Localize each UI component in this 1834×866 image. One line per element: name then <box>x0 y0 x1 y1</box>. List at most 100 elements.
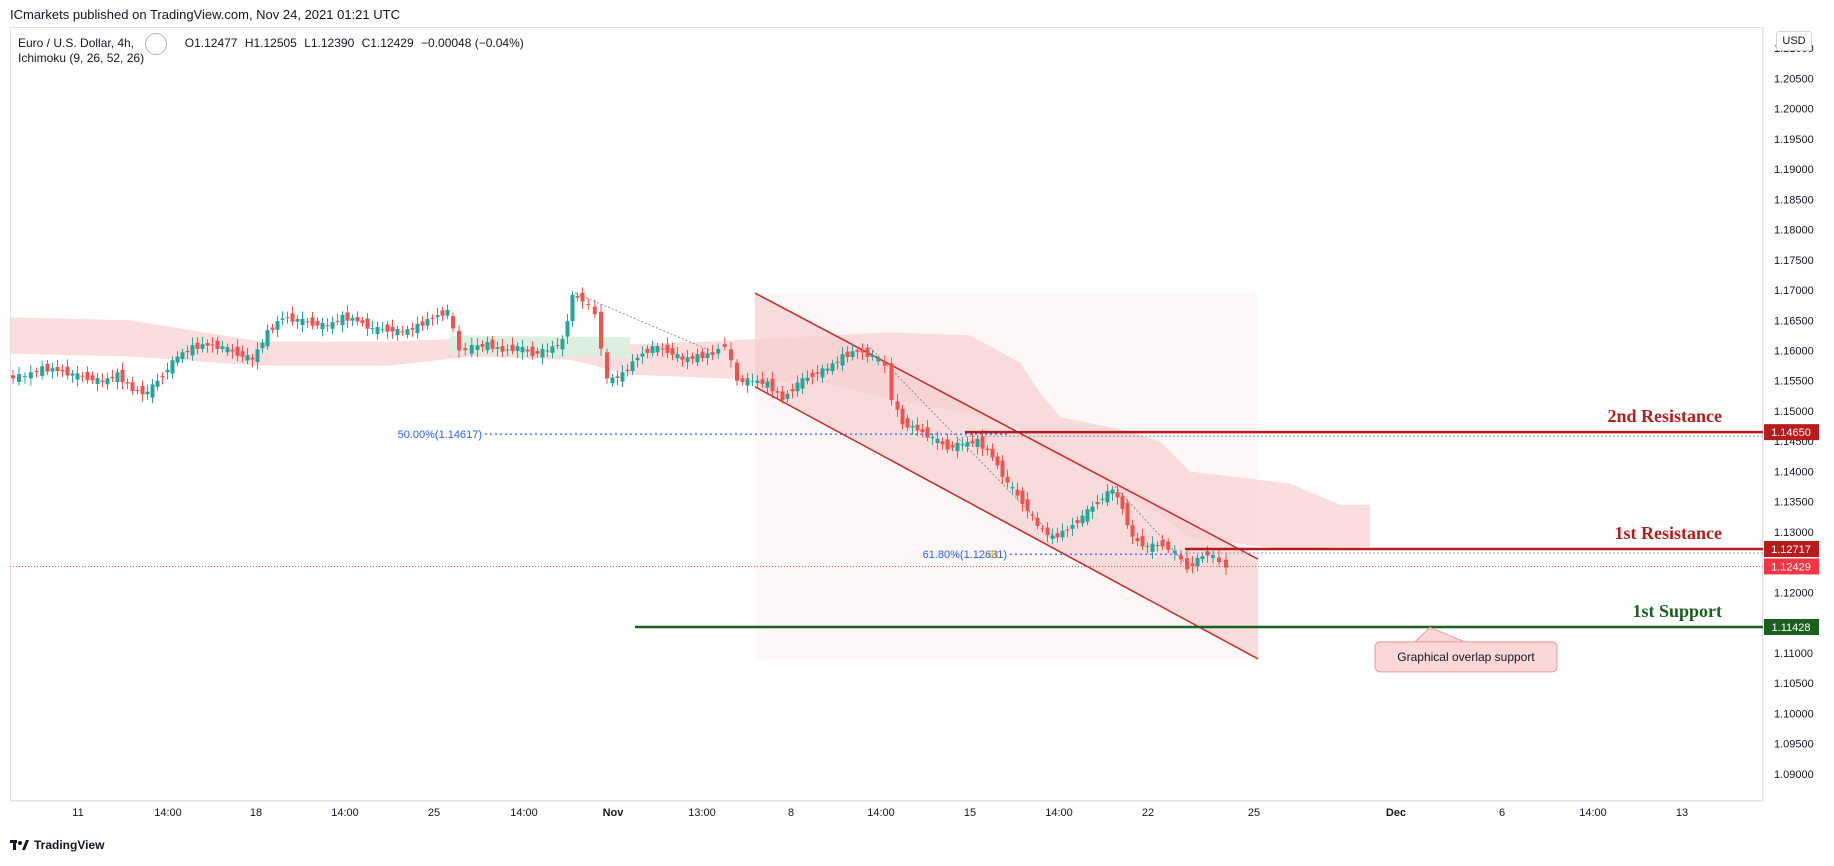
level-name-label: 2nd Resistance <box>1607 406 1722 426</box>
candle-body <box>960 444 965 446</box>
candle-body <box>440 310 445 316</box>
candle-body <box>190 345 195 356</box>
candle-body <box>295 319 300 322</box>
candle-body <box>580 292 585 302</box>
candle-body <box>905 418 910 428</box>
fib-trend-line <box>574 292 711 351</box>
high-value: H1.12505 <box>244 36 297 51</box>
candle-body <box>325 325 330 327</box>
candle-body <box>135 389 140 391</box>
candle-body <box>1045 527 1050 536</box>
ichimoku-cloud <box>10 317 1370 551</box>
candle-body <box>910 425 915 428</box>
candle-body <box>670 348 675 355</box>
channel-lower-line[interactable] <box>754 386 1259 660</box>
candle-body <box>290 313 295 322</box>
channel-shade <box>755 293 1258 659</box>
price-tick-label: 1.13000 <box>1774 527 1814 539</box>
candle-body <box>1130 525 1135 537</box>
candle-body <box>1105 491 1110 503</box>
candle-body <box>260 342 265 349</box>
candle-body <box>165 369 170 373</box>
price-tick-label: 1.09500 <box>1774 739 1814 751</box>
candle-body <box>1195 557 1200 567</box>
candle-body <box>485 342 490 351</box>
candle-body <box>60 369 65 372</box>
candle-body <box>340 314 345 326</box>
candle-body <box>675 354 680 359</box>
candle-body <box>310 317 315 326</box>
candle-body <box>210 344 215 346</box>
time-tick-label: 14:00 <box>331 807 359 819</box>
candle-body <box>1125 502 1130 526</box>
currency-button[interactable]: USD <box>1776 31 1812 51</box>
candle-body <box>100 380 105 382</box>
candle-body <box>1150 543 1155 552</box>
candle-body <box>230 349 235 352</box>
candle-body <box>640 353 645 357</box>
candle-body <box>315 320 320 326</box>
symbol-title[interactable]: Euro / U.S. Dollar, 4h, <box>18 36 135 51</box>
candle-body <box>375 326 380 335</box>
candle-body <box>740 378 745 382</box>
candle-body <box>300 318 305 326</box>
candle-body <box>1010 487 1015 489</box>
candle-body <box>430 317 435 319</box>
time-tick-label: 11 <box>72 807 83 819</box>
price-tag <box>1764 618 1819 635</box>
price-tick-label: 1.19500 <box>1774 134 1814 146</box>
candle-body <box>610 377 615 384</box>
price-tick-label: 1.10500 <box>1774 678 1814 690</box>
level-name-label: 1st Resistance <box>1615 523 1722 543</box>
candle-body <box>1020 490 1025 505</box>
candle-body <box>1095 501 1100 505</box>
candle-body <box>400 331 405 333</box>
candle-body <box>920 429 925 433</box>
candle-body <box>1160 540 1165 547</box>
candle-body <box>870 355 875 357</box>
candle-body <box>475 345 480 350</box>
candle-body <box>469 345 474 354</box>
candle-body <box>280 318 285 320</box>
candle-body <box>860 350 865 353</box>
candle-body <box>805 377 810 381</box>
candle-body <box>940 441 945 445</box>
candle-body <box>105 378 110 385</box>
candle-body <box>625 369 630 372</box>
compare-circle-icon[interactable] <box>145 33 168 55</box>
candle-body <box>370 328 375 330</box>
candle-body <box>716 348 721 354</box>
candle-body <box>840 354 845 366</box>
time-tick-label: 25 <box>1248 807 1260 819</box>
annotation-box[interactable] <box>1374 641 1558 673</box>
candle-body <box>855 350 860 352</box>
candle-body <box>660 348 665 350</box>
footer-brand-text: TradingView <box>34 838 105 852</box>
fib-trend-line <box>1114 486 1191 569</box>
candle-body <box>1145 545 1150 547</box>
candle-body <box>735 362 739 381</box>
time-tick-label: 13 <box>1676 807 1688 819</box>
candle-body <box>1140 536 1145 547</box>
candle-body <box>385 324 390 332</box>
candle-body <box>630 361 635 372</box>
candle-body <box>28 372 33 379</box>
tradingview-logo-icon <box>10 840 29 850</box>
candle-body <box>125 382 130 384</box>
candle-body <box>1060 530 1065 538</box>
last-price-tag <box>1764 558 1819 575</box>
channel-upper-line[interactable] <box>754 292 1259 560</box>
ichimoku-indicator-label[interactable]: Ichimoku (9, 26, 52, 26) <box>18 51 145 65</box>
footer-brand[interactable]: TradingView <box>10 838 104 852</box>
candle-body <box>785 393 790 399</box>
candle-body <box>1166 541 1171 550</box>
candle-body <box>365 318 370 329</box>
price-tag-label: 1.11428 <box>1772 622 1811 634</box>
time-tick-label: 13:00 <box>688 807 716 819</box>
candle-body <box>1115 492 1120 498</box>
candle-body <box>680 356 685 360</box>
candle-body <box>410 327 415 330</box>
candle-body <box>599 311 603 349</box>
candle-body <box>395 328 400 336</box>
